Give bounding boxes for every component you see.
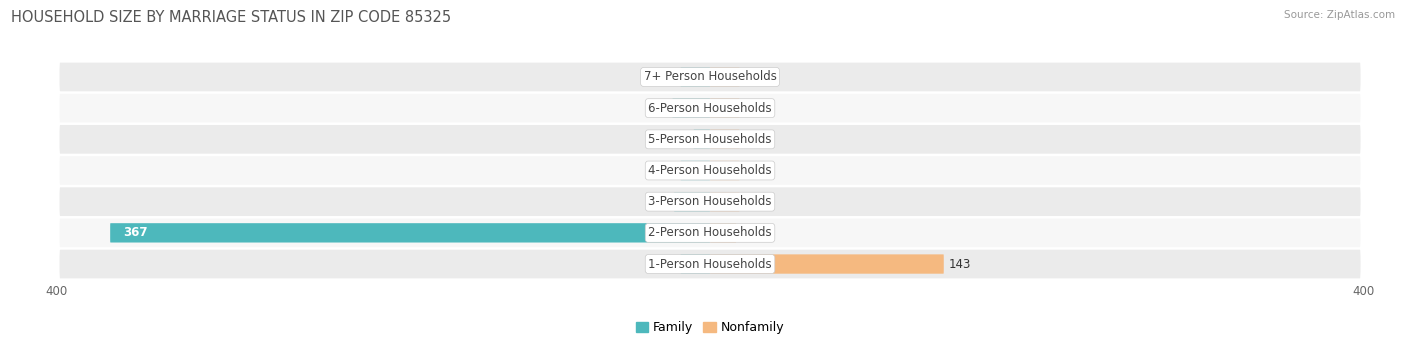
Text: 16: 16: [741, 226, 756, 239]
FancyBboxPatch shape: [681, 161, 710, 180]
FancyBboxPatch shape: [59, 187, 1361, 216]
Text: 1-Person Households: 1-Person Households: [648, 257, 772, 270]
FancyBboxPatch shape: [710, 254, 943, 274]
FancyBboxPatch shape: [681, 67, 710, 87]
FancyBboxPatch shape: [59, 125, 1361, 154]
Text: 0: 0: [744, 133, 752, 146]
FancyBboxPatch shape: [59, 63, 1361, 91]
FancyBboxPatch shape: [59, 94, 1361, 122]
FancyBboxPatch shape: [710, 67, 740, 87]
FancyBboxPatch shape: [110, 223, 710, 242]
Text: HOUSEHOLD SIZE BY MARRIAGE STATUS IN ZIP CODE 85325: HOUSEHOLD SIZE BY MARRIAGE STATUS IN ZIP…: [11, 10, 451, 25]
Text: 2-Person Households: 2-Person Households: [648, 226, 772, 239]
Legend: Family, Nonfamily: Family, Nonfamily: [636, 322, 785, 335]
Text: 0: 0: [744, 195, 752, 208]
FancyBboxPatch shape: [673, 192, 710, 211]
Text: 6-Person Households: 6-Person Households: [648, 102, 772, 115]
FancyBboxPatch shape: [710, 161, 740, 180]
Text: 3-Person Households: 3-Person Households: [648, 195, 772, 208]
Text: 0: 0: [744, 102, 752, 115]
Text: 4-Person Households: 4-Person Households: [648, 164, 772, 177]
FancyBboxPatch shape: [59, 219, 1361, 247]
Text: 7+ Person Households: 7+ Person Households: [644, 71, 776, 84]
Text: 0: 0: [668, 257, 676, 270]
Text: 0: 0: [668, 164, 676, 177]
Text: 367: 367: [124, 226, 148, 239]
Text: 23: 23: [652, 102, 668, 115]
FancyBboxPatch shape: [710, 130, 740, 149]
FancyBboxPatch shape: [710, 223, 737, 242]
FancyBboxPatch shape: [681, 254, 710, 274]
Text: 143: 143: [949, 257, 972, 270]
Text: 0: 0: [744, 71, 752, 84]
FancyBboxPatch shape: [710, 192, 740, 211]
FancyBboxPatch shape: [710, 99, 740, 118]
Text: 0: 0: [668, 71, 676, 84]
Text: 22: 22: [654, 195, 669, 208]
Text: 0: 0: [744, 164, 752, 177]
FancyBboxPatch shape: [693, 130, 710, 149]
Text: 5-Person Households: 5-Person Households: [648, 133, 772, 146]
Text: 10: 10: [673, 133, 689, 146]
Text: Source: ZipAtlas.com: Source: ZipAtlas.com: [1284, 10, 1395, 20]
FancyBboxPatch shape: [59, 156, 1361, 185]
FancyBboxPatch shape: [672, 99, 710, 118]
FancyBboxPatch shape: [59, 250, 1361, 278]
